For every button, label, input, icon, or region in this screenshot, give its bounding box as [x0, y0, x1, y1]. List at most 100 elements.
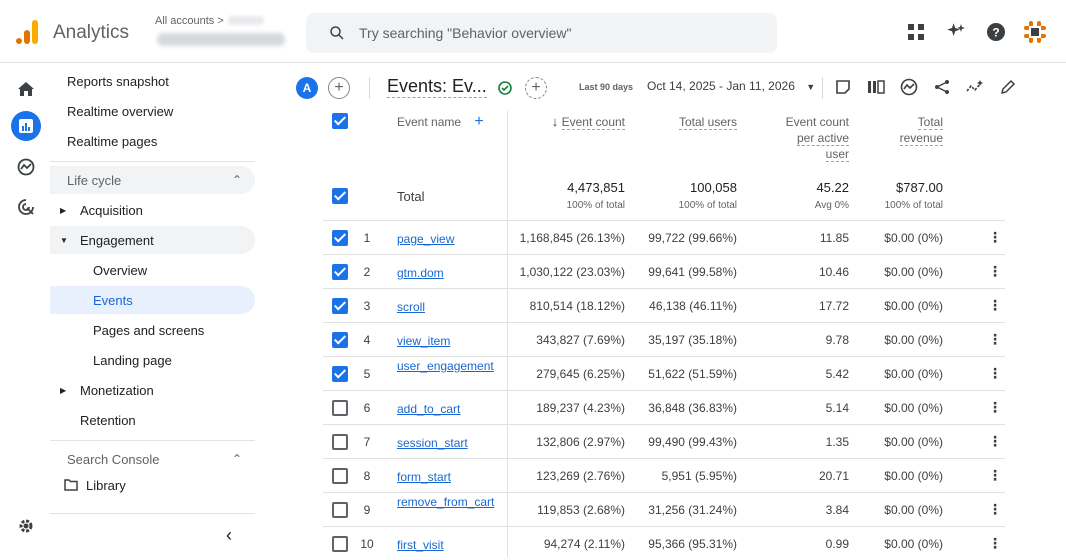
comparison-avatar[interactable]: A — [296, 77, 318, 99]
nav-realtime-overview[interactable]: Realtime overview — [67, 103, 174, 119]
row-more-icon[interactable]: ⋮ — [988, 467, 1002, 483]
row-more-icon[interactable]: ⋮ — [988, 229, 1002, 245]
nav-reports-snapshot[interactable]: Reports snapshot — [67, 73, 169, 89]
row-rank: 7 — [363, 435, 371, 449]
table-row[interactable]: 4 view_item 343,827 (7.69%) 35,197 (35.18%)… — [323, 322, 1005, 356]
account-breadcrumb[interactable]: All accounts > — [155, 15, 224, 27]
row-checkbox[interactable] — [332, 400, 348, 416]
totals-per-user-sub: Avg 0% — [814, 200, 849, 211]
totals-users: 100,058 — [690, 180, 737, 195]
date-range-picker[interactable]: Oct 14, 2025 - Jan 11, 2026 ▼ — [647, 79, 816, 93]
sparkle-insights-icon[interactable] — [944, 20, 968, 44]
row-checkbox[interactable] — [332, 536, 348, 552]
column-header-total-users[interactable]: Total users — [678, 115, 737, 130]
nav-landing-page[interactable]: Landing page — [93, 352, 172, 368]
event-name-link[interactable]: scroll — [397, 300, 426, 314]
table-row[interactable]: 10 first_visit 94,274 (2.11%) 95,366 (95.31… — [323, 526, 1005, 560]
apps-grid-icon[interactable] — [904, 20, 928, 44]
event-name-link[interactable]: page_view — [397, 232, 455, 246]
row-checkbox[interactable] — [332, 264, 348, 280]
revenue-cell: $0.00 (0%) — [884, 435, 943, 449]
edit-pencil-icon[interactable] — [997, 76, 1019, 98]
nav-section-search-console[interactable]: Search Console ⌃ — [67, 451, 243, 467]
row-more-icon[interactable]: ⋮ — [988, 433, 1002, 449]
add-comparison-button[interactable]: + — [328, 77, 350, 99]
row-more-icon[interactable]: ⋮ — [988, 263, 1002, 279]
insights-trend-icon[interactable] — [898, 76, 920, 98]
select-all-checkbox[interactable] — [332, 113, 348, 129]
row-checkbox[interactable] — [332, 332, 348, 348]
trend-sparkle-icon[interactable] — [964, 76, 986, 98]
row-more-icon[interactable]: ⋮ — [988, 399, 1002, 415]
column-divider — [507, 111, 508, 557]
row-checkbox[interactable] — [332, 434, 348, 450]
nav-acquisition[interactable]: ▶ Acquisition — [60, 202, 143, 218]
add-filter-button[interactable]: + — [525, 77, 547, 99]
check-circle-icon[interactable] — [498, 81, 512, 95]
event-name-link[interactable]: add_to_cart — [397, 402, 461, 416]
table-row[interactable]: 5 user_engagement 279,645 (6.25%) 51,622 (5… — [323, 356, 1005, 390]
column-header-event-name[interactable]: Event name + — [397, 113, 484, 130]
event-name-link[interactable]: form_start — [397, 470, 452, 484]
event-name-link[interactable]: session_start — [397, 436, 468, 450]
explore-icon[interactable] — [13, 154, 39, 180]
table-row[interactable]: 2 gtm.dom 1,030,122 (23.03%) 99,641 (99.58%… — [323, 254, 1005, 288]
event-name-link[interactable]: remove_from_cart — [397, 495, 495, 509]
nav-events[interactable]: Events — [50, 286, 255, 314]
event-name-link[interactable]: user_engagement — [397, 359, 494, 373]
search-bar[interactable]: Try searching "Behavior overview" — [306, 13, 777, 53]
collapse-nav-chevron-left-icon[interactable]: ‹ — [226, 524, 232, 545]
total-users-cell: 95,366 (95.31%) — [648, 537, 737, 551]
row-checkbox[interactable] — [332, 468, 348, 484]
reports-icon[interactable] — [11, 111, 41, 141]
nav-section-life-cycle[interactable]: Life cycle ⌃ — [50, 166, 255, 194]
table-row[interactable]: 8 form_start 123,269 (2.76%) 5,951 (5.95%) 2… — [323, 458, 1005, 492]
row-checkbox[interactable] — [332, 502, 348, 518]
table-row[interactable]: 7 session_start 132,806 (2.97%) 99,490 (99.… — [323, 424, 1005, 458]
hashtag-account-icon[interactable] — [1022, 19, 1048, 45]
caret-right-icon: ▶ — [60, 385, 67, 395]
row-more-icon[interactable]: ⋮ — [988, 365, 1002, 381]
nav-overview[interactable]: Overview — [93, 262, 148, 278]
row-checkbox[interactable] — [332, 298, 348, 314]
nav-pages-and-screens[interactable]: Pages and screens — [93, 322, 205, 338]
totals-checkbox[interactable] — [332, 188, 348, 204]
event-name-link[interactable]: first_visit — [397, 538, 444, 552]
search-placeholder: Try searching "Behavior overview" — [359, 25, 572, 41]
nav-monetization[interactable]: ▶ Monetization — [60, 382, 154, 398]
help-icon[interactable]: ? — [984, 20, 1008, 44]
admin-gear-icon[interactable] — [13, 513, 39, 539]
row-more-icon[interactable]: ⋮ — [988, 535, 1002, 551]
row-more-icon[interactable]: ⋮ — [988, 331, 1002, 347]
revenue-cell: $0.00 (0%) — [884, 469, 943, 483]
row-checkbox[interactable] — [332, 366, 348, 382]
analytics-logo-icon[interactable] — [16, 20, 38, 44]
column-header-event-count-per-user[interactable]: Event count per active user — [785, 115, 849, 162]
row-more-icon[interactable]: ⋮ — [988, 501, 1002, 517]
column-header-total-revenue[interactable]: Total revenue — [899, 115, 943, 146]
add-dimension-plus-icon[interactable]: + — [474, 113, 484, 130]
event-count-cell: 94,274 (2.11%) — [543, 537, 625, 551]
share-icon[interactable] — [931, 76, 953, 98]
customize-report-icon[interactable] — [832, 76, 854, 98]
column-header-event-count[interactable]: ↓ Event count — [551, 114, 625, 130]
property-selector[interactable] — [157, 33, 285, 46]
nav-engagement[interactable]: ▼ Engagement — [50, 226, 255, 254]
table-row[interactable]: 6 add_to_cart 189,237 (4.23%) 36,848 (36.83… — [323, 390, 1005, 424]
event-name-link[interactable]: gtm.dom — [397, 266, 444, 280]
nav-realtime-pages[interactable]: Realtime pages — [67, 133, 158, 149]
table-row[interactable]: 9 remove_from_cart 119,853 (2.68%) 31,256 (… — [323, 492, 1005, 526]
advertising-icon[interactable] — [13, 194, 39, 220]
page-title[interactable]: Events: Ev... — [387, 76, 487, 98]
event-name-link[interactable]: view_item — [397, 334, 451, 348]
home-icon[interactable] — [13, 76, 39, 102]
nav-retention[interactable]: Retention — [80, 412, 136, 428]
compare-columns-icon[interactable] — [865, 76, 887, 98]
table-row[interactable]: 3 scroll 810,514 (18.12%) 46,138 (46.11%) 17… — [323, 288, 1005, 322]
row-checkbox[interactable] — [332, 230, 348, 246]
table-row[interactable]: 1 page_view 1,168,845 (26.13%) 99,722 (99.6… — [323, 220, 1005, 254]
nav-library[interactable]: Library — [50, 471, 255, 499]
header-separator — [369, 77, 370, 99]
row-more-icon[interactable]: ⋮ — [988, 297, 1002, 313]
row-rank: 4 — [363, 333, 371, 347]
